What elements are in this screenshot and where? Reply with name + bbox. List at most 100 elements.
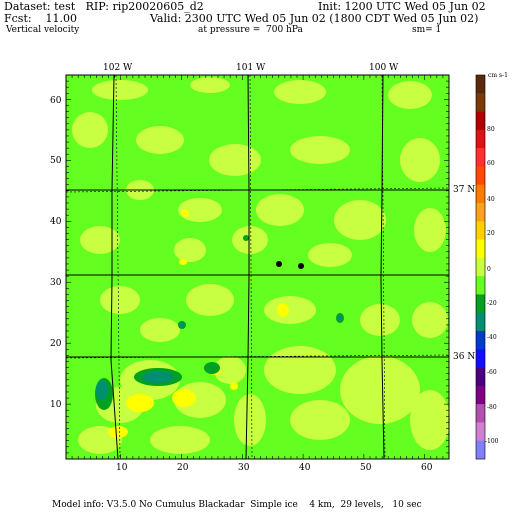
colorbar-segment [476,111,485,131]
lat-label: 37 N [453,185,476,195]
field-contour-light [209,144,261,176]
field-contour-dark [243,235,249,241]
colorbar-label: -40 [487,334,497,341]
boundary-line [110,74,119,460]
colorbar [475,74,486,460]
station-dot [298,263,304,269]
colorbar-segment [476,148,485,167]
colorbar-segment [476,221,485,240]
colorbar-segment [476,331,485,350]
colorbar-frame [475,74,486,460]
colorbar-segment [476,440,485,460]
field-contour-light [140,318,180,342]
longitude-line [115,74,121,460]
x-tick-label: 10 [116,463,128,473]
colorbar-segment [476,385,485,405]
lon-label: 101 W [236,63,266,73]
field-contour-light [400,138,440,182]
field-contour-light [214,356,246,384]
lon-label: 100 W [369,63,399,73]
colorbar-label: 80 [487,126,495,133]
colorbar-segment [476,276,485,295]
colorbar-segment [476,312,485,332]
x-tick-label: 50 [360,463,372,473]
colorbar-label: -20 [487,300,497,307]
colorbar-label: 60 [487,160,495,167]
init-label: Init: 1200 UTC Wed 05 Jun 02 [318,0,486,13]
field-contour-teal [337,315,343,321]
dataset-label: Dataset: test RIP: rip20020605_d2 [4,0,204,13]
colorbar-segment [476,404,485,423]
field-contour-light [290,136,350,164]
y-tick-label: 10 [50,400,62,410]
field-contour-light [388,81,432,109]
field-contour-light [290,400,350,440]
field-contour-teal [142,371,174,383]
field-contour-light [92,80,148,100]
colorbar-unit: cm s-1 [488,72,508,79]
field-contour-light [340,356,420,424]
field-contour-light [274,80,326,104]
colorbar-segment [476,129,485,149]
field-label: Vertical velocity [6,25,80,35]
vertical-velocity-field [72,77,450,454]
y-tick-label: 50 [50,156,62,166]
field-contour-light [308,243,352,267]
colorbar-segment [476,184,485,204]
field-contour-yellow [126,394,154,412]
valid-label: Valid: 2300 UTC Wed 05 Jun 02 (1800 CDT … [150,12,479,25]
lat-label: 36 N [453,352,476,362]
colorbar-segment [476,257,485,277]
colorbar-segment [476,367,485,387]
field-contour-dark [204,362,220,374]
longitude-line [381,74,386,460]
y-tick-label: 60 [50,96,62,106]
field-contour-light [80,226,120,254]
field-contour-light [256,194,304,226]
field-contour-teal [96,380,108,400]
pressure-label: at pressure = 700 hPa [198,25,303,35]
field-contour-light [232,226,268,254]
lon-label: 102 W [103,63,133,73]
colorbar-segment [476,93,485,112]
colorbar-label: -100 [485,438,499,445]
field-contour-light [410,390,450,450]
axis-ticks [65,74,450,460]
field-contour-light [100,286,140,314]
field-contour-light [264,296,316,324]
x-tick-label: 20 [177,463,189,473]
field-contour-yellow [277,303,289,317]
y-tick-label: 30 [50,278,62,288]
field-contour-light [234,394,266,446]
field-contour-yellow [230,382,238,390]
field-contour-light [178,198,222,222]
field-contour-light [136,126,184,154]
field-contour-light [186,284,234,316]
smoothing-label: sm= 1 [412,25,442,35]
field-contour-light [150,426,210,454]
colorbar-segment [476,239,485,259]
colorbar-label: -80 [487,404,497,411]
colorbar-segment [476,75,485,94]
field-contour-yellow [172,389,196,407]
colorbar-segment [476,203,485,222]
field-contour-light [360,304,400,336]
field-contour-teal [179,322,185,328]
colorbar-label: 20 [487,230,495,237]
longitude-line [249,74,253,460]
forecast-label: Fcst: 11.00 [4,12,78,25]
y-tick-label: 40 [50,217,62,227]
graticule [65,74,450,460]
colorbar-segment [476,349,485,368]
field-contour-light [264,346,336,394]
field-contour-yellow [108,426,128,438]
field-contour-light [334,200,386,240]
station-dot [276,261,282,267]
boundary-line [245,74,250,460]
colorbar-label: -60 [487,369,497,376]
field-contour-light [72,112,108,148]
colorbar-label: 40 [487,196,495,203]
field-contour-light [412,302,448,338]
field-contour-yellow [181,209,189,217]
